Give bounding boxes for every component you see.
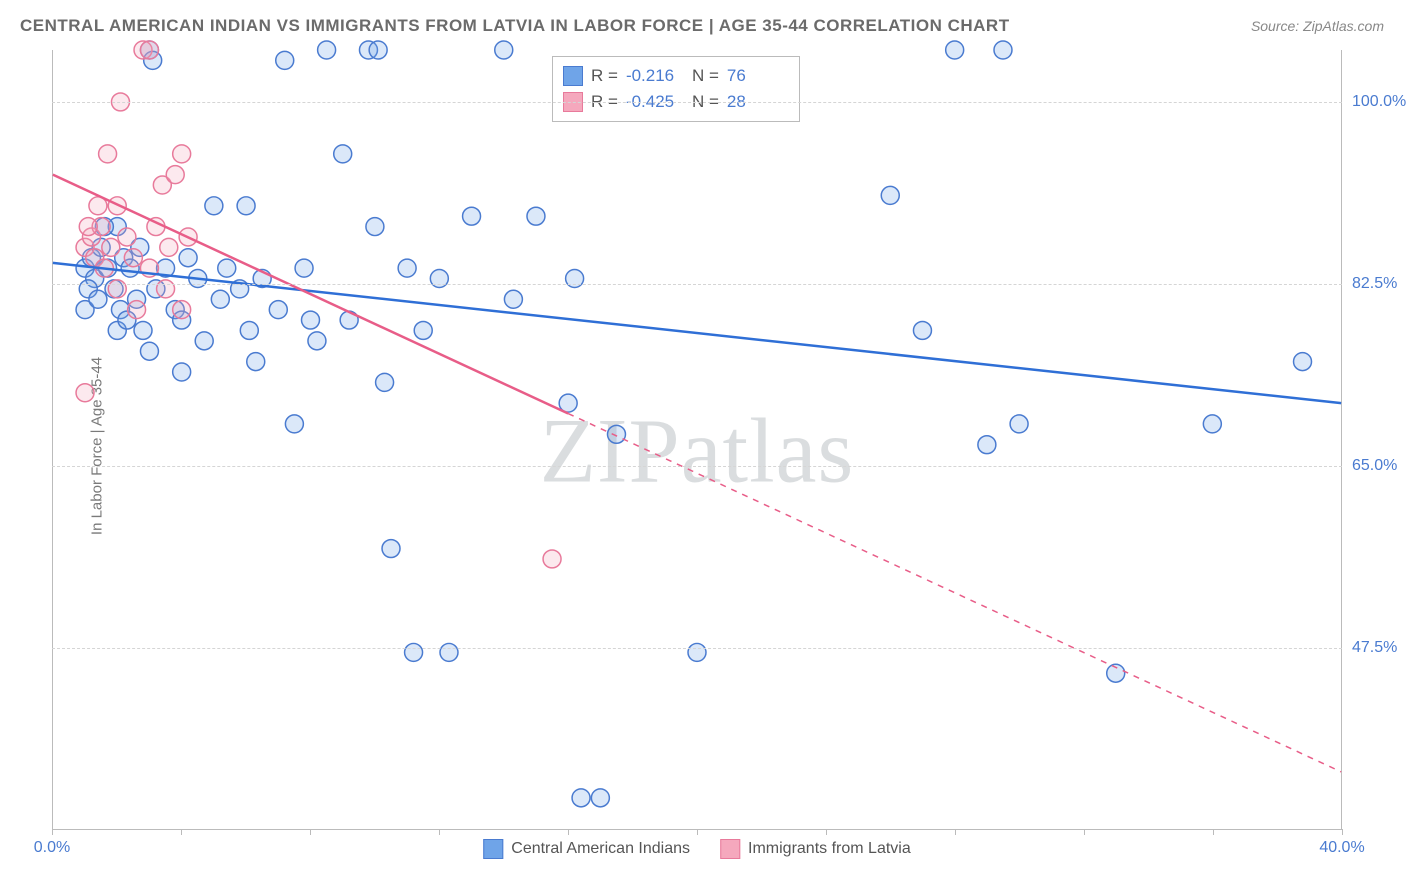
scatter-point xyxy=(366,218,384,236)
scatter-point xyxy=(128,301,146,319)
scatter-point xyxy=(76,384,94,402)
scatter-point xyxy=(124,249,142,267)
scatter-point xyxy=(89,290,107,308)
scatter-point xyxy=(134,321,152,339)
legend-r-label: R = xyxy=(591,63,618,89)
gridline xyxy=(52,284,1342,285)
scatter-point xyxy=(237,197,255,215)
source-citation: Source: ZipAtlas.com xyxy=(1251,18,1384,34)
legend-correlation-box: R = -0.216 N = 76 R = -0.425 N = 28 xyxy=(552,56,800,122)
x-tick-label: 40.0% xyxy=(1319,839,1364,857)
x-tick xyxy=(697,829,698,835)
scatter-point xyxy=(166,166,184,184)
scatter-point xyxy=(527,207,545,225)
scatter-point xyxy=(179,249,197,267)
scatter-point xyxy=(881,186,899,204)
scatter-point xyxy=(382,540,400,558)
scatter-point xyxy=(157,280,175,298)
x-tick xyxy=(1213,829,1214,835)
legend-swatch-pink xyxy=(720,839,740,859)
y-tick-label: 65.0% xyxy=(1352,457,1406,475)
scatter-point xyxy=(504,290,522,308)
gridline xyxy=(52,102,1342,103)
scatter-point xyxy=(195,332,213,350)
scatter-point xyxy=(1010,415,1028,433)
scatter-point xyxy=(99,145,117,163)
trendline-series2-extrapolated xyxy=(568,414,1341,772)
scatter-point xyxy=(295,259,313,277)
legend-n-value-1: 76 xyxy=(727,63,785,89)
gridline xyxy=(52,648,1342,649)
scatter-point xyxy=(285,415,303,433)
y-tick-label: 82.5% xyxy=(1352,275,1406,293)
scatter-point xyxy=(405,643,423,661)
legend-item-series2: Immigrants from Latvia xyxy=(720,839,911,859)
scatter-point xyxy=(140,41,158,59)
x-tick xyxy=(310,829,311,835)
scatter-point xyxy=(398,259,416,277)
scatter-point xyxy=(607,425,625,443)
scatter-point xyxy=(240,321,258,339)
legend-n-label: N = xyxy=(692,63,719,89)
legend-bottom: Central American Indians Immigrants from… xyxy=(483,839,910,859)
scatter-point xyxy=(173,301,191,319)
scatter-point xyxy=(211,290,229,308)
x-tick xyxy=(568,829,569,835)
scatter-point xyxy=(376,373,394,391)
scatter-point xyxy=(308,332,326,350)
scatter-point xyxy=(160,238,178,256)
scatter-point xyxy=(440,643,458,661)
scatter-point xyxy=(118,228,136,246)
scatter-point xyxy=(247,353,265,371)
scatter-point xyxy=(173,145,191,163)
scatter-point xyxy=(1203,415,1221,433)
scatter-point xyxy=(591,789,609,807)
scatter-point xyxy=(978,436,996,454)
scatter-point xyxy=(269,301,287,319)
x-tick xyxy=(439,829,440,835)
x-tick xyxy=(1342,829,1343,835)
scatter-point xyxy=(543,550,561,568)
legend-swatch-blue xyxy=(563,66,583,86)
x-tick-label: 0.0% xyxy=(34,839,70,857)
scatter-point xyxy=(302,311,320,329)
chart-title: CENTRAL AMERICAN INDIAN VS IMMIGRANTS FR… xyxy=(20,16,1010,36)
legend-label-2: Immigrants from Latvia xyxy=(748,840,911,858)
x-tick xyxy=(181,829,182,835)
scatter-point xyxy=(414,321,432,339)
gridline xyxy=(52,466,1342,467)
scatter-point xyxy=(369,41,387,59)
scatter-point xyxy=(572,789,590,807)
legend-r-value-1: -0.216 xyxy=(626,63,684,89)
scatter-point xyxy=(495,41,513,59)
scatter-point xyxy=(218,259,236,277)
scatter-point xyxy=(463,207,481,225)
plot-svg xyxy=(52,50,1342,829)
legend-item-series1: Central American Indians xyxy=(483,839,690,859)
scatter-point xyxy=(318,41,336,59)
legend-swatch-blue xyxy=(483,839,503,859)
plot-area: ZIPatlas R = -0.216 N = 76 R = -0.425 N … xyxy=(52,50,1342,830)
scatter-point xyxy=(913,321,931,339)
scatter-point xyxy=(108,280,126,298)
scatter-point xyxy=(140,342,158,360)
legend-label-1: Central American Indians xyxy=(511,840,690,858)
scatter-point xyxy=(276,51,294,69)
y-tick-label: 100.0% xyxy=(1352,93,1406,111)
scatter-point xyxy=(946,41,964,59)
scatter-point xyxy=(334,145,352,163)
x-tick xyxy=(1084,829,1085,835)
y-tick-label: 47.5% xyxy=(1352,639,1406,657)
scatter-point xyxy=(102,238,120,256)
legend-row-series1: R = -0.216 N = 76 xyxy=(563,63,785,89)
scatter-point xyxy=(1294,353,1312,371)
x-tick xyxy=(826,829,827,835)
x-tick xyxy=(955,829,956,835)
scatter-point xyxy=(688,643,706,661)
scatter-point xyxy=(205,197,223,215)
scatter-point xyxy=(173,363,191,381)
x-tick xyxy=(52,829,53,835)
scatter-point xyxy=(994,41,1012,59)
scatter-point xyxy=(79,218,97,236)
